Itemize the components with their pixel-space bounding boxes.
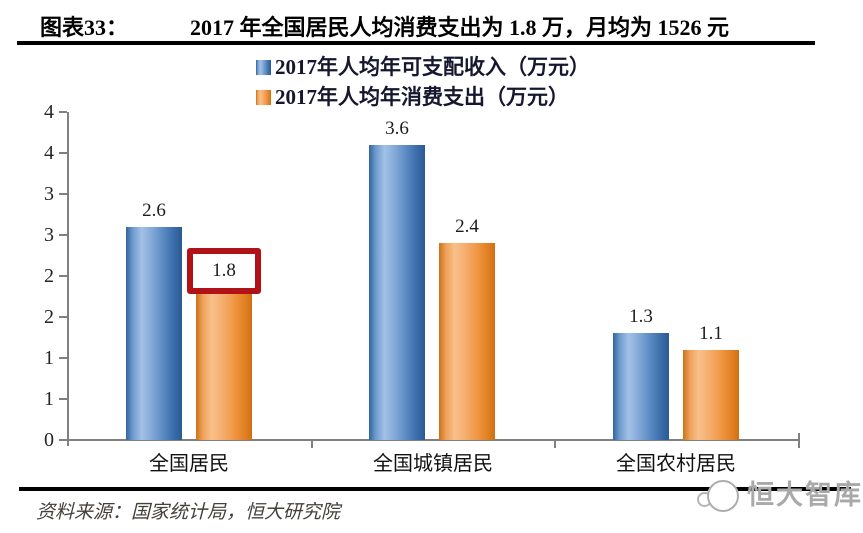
bar-spending-national bbox=[196, 292, 252, 440]
bottom-rule bbox=[19, 487, 851, 491]
source-note: 资料来源：国家统计局，恒大研究院 bbox=[36, 502, 341, 523]
y-tick bbox=[59, 357, 67, 359]
bar-value-label: 2.6 bbox=[142, 200, 166, 221]
y-axis-tick-label: 2 bbox=[44, 306, 54, 328]
x-tick bbox=[798, 433, 800, 448]
x-axis-line bbox=[67, 439, 800, 441]
bar-spending-urban bbox=[439, 243, 495, 440]
bar-value-label: 1.1 bbox=[699, 323, 723, 344]
brand-logo-text: 恒大智库 bbox=[747, 480, 863, 510]
y-axis-tick-label: 0 bbox=[44, 429, 54, 451]
bar-spending-rural bbox=[683, 350, 739, 440]
figure-number-label: 图表33： bbox=[40, 15, 129, 40]
y-axis-line bbox=[67, 112, 69, 446]
y-axis-tick-label: 1 bbox=[44, 347, 54, 369]
y-tick bbox=[59, 193, 67, 195]
y-axis-tick-label: 3 bbox=[44, 224, 54, 246]
x-axis-category-label: 全国居民 bbox=[149, 453, 229, 475]
x-axis-category-label: 全国城镇居民 bbox=[373, 453, 493, 475]
bar-income-urban bbox=[369, 145, 425, 440]
legend-swatch-blue bbox=[256, 60, 271, 75]
y-tick bbox=[59, 275, 67, 277]
x-axis-category-label: 全国农村居民 bbox=[616, 453, 736, 475]
figure-title: 2017 年全国居民人均消费支出为 1.8 万，月均为 1526 元 bbox=[190, 15, 730, 40]
brand-logo-icon bbox=[707, 480, 739, 512]
bar-value-label: 3.6 bbox=[385, 118, 409, 139]
y-axis-tick-label: 3 bbox=[44, 183, 54, 205]
bar-value-label: 2.4 bbox=[455, 216, 479, 237]
brand-watermark: 恒大智库 bbox=[695, 476, 863, 520]
y-axis-tick-label: 2 bbox=[44, 265, 54, 287]
legend-item-consumption: 2017年人均年消费支出（万元） bbox=[256, 87, 569, 108]
y-axis-tick-label: 1 bbox=[44, 388, 54, 410]
y-tick bbox=[59, 234, 67, 236]
legend-swatch-orange bbox=[256, 90, 271, 105]
bar-value-label: 1.3 bbox=[629, 306, 653, 327]
y-tick bbox=[59, 111, 67, 113]
y-axis-tick-label: 4 bbox=[44, 142, 54, 164]
y-axis-tick-label: 4 bbox=[44, 101, 54, 123]
bar-income-national bbox=[126, 227, 182, 440]
legend-label-disposable-income: 2017年人均年可支配收入（万元） bbox=[275, 55, 590, 79]
bar-income-rural bbox=[613, 333, 669, 440]
y-tick bbox=[59, 152, 67, 154]
y-tick bbox=[59, 316, 67, 318]
x-tick bbox=[311, 440, 313, 448]
legend-label-consumption: 2017年人均年消费支出（万元） bbox=[275, 85, 569, 109]
x-tick bbox=[554, 440, 556, 448]
top-rule bbox=[17, 41, 815, 45]
y-tick bbox=[59, 398, 67, 400]
legend-item-disposable-income: 2017年人均年可支配收入（万元） bbox=[256, 57, 590, 78]
highlight-box: 1.8 bbox=[187, 248, 261, 294]
y-tick bbox=[59, 439, 67, 441]
